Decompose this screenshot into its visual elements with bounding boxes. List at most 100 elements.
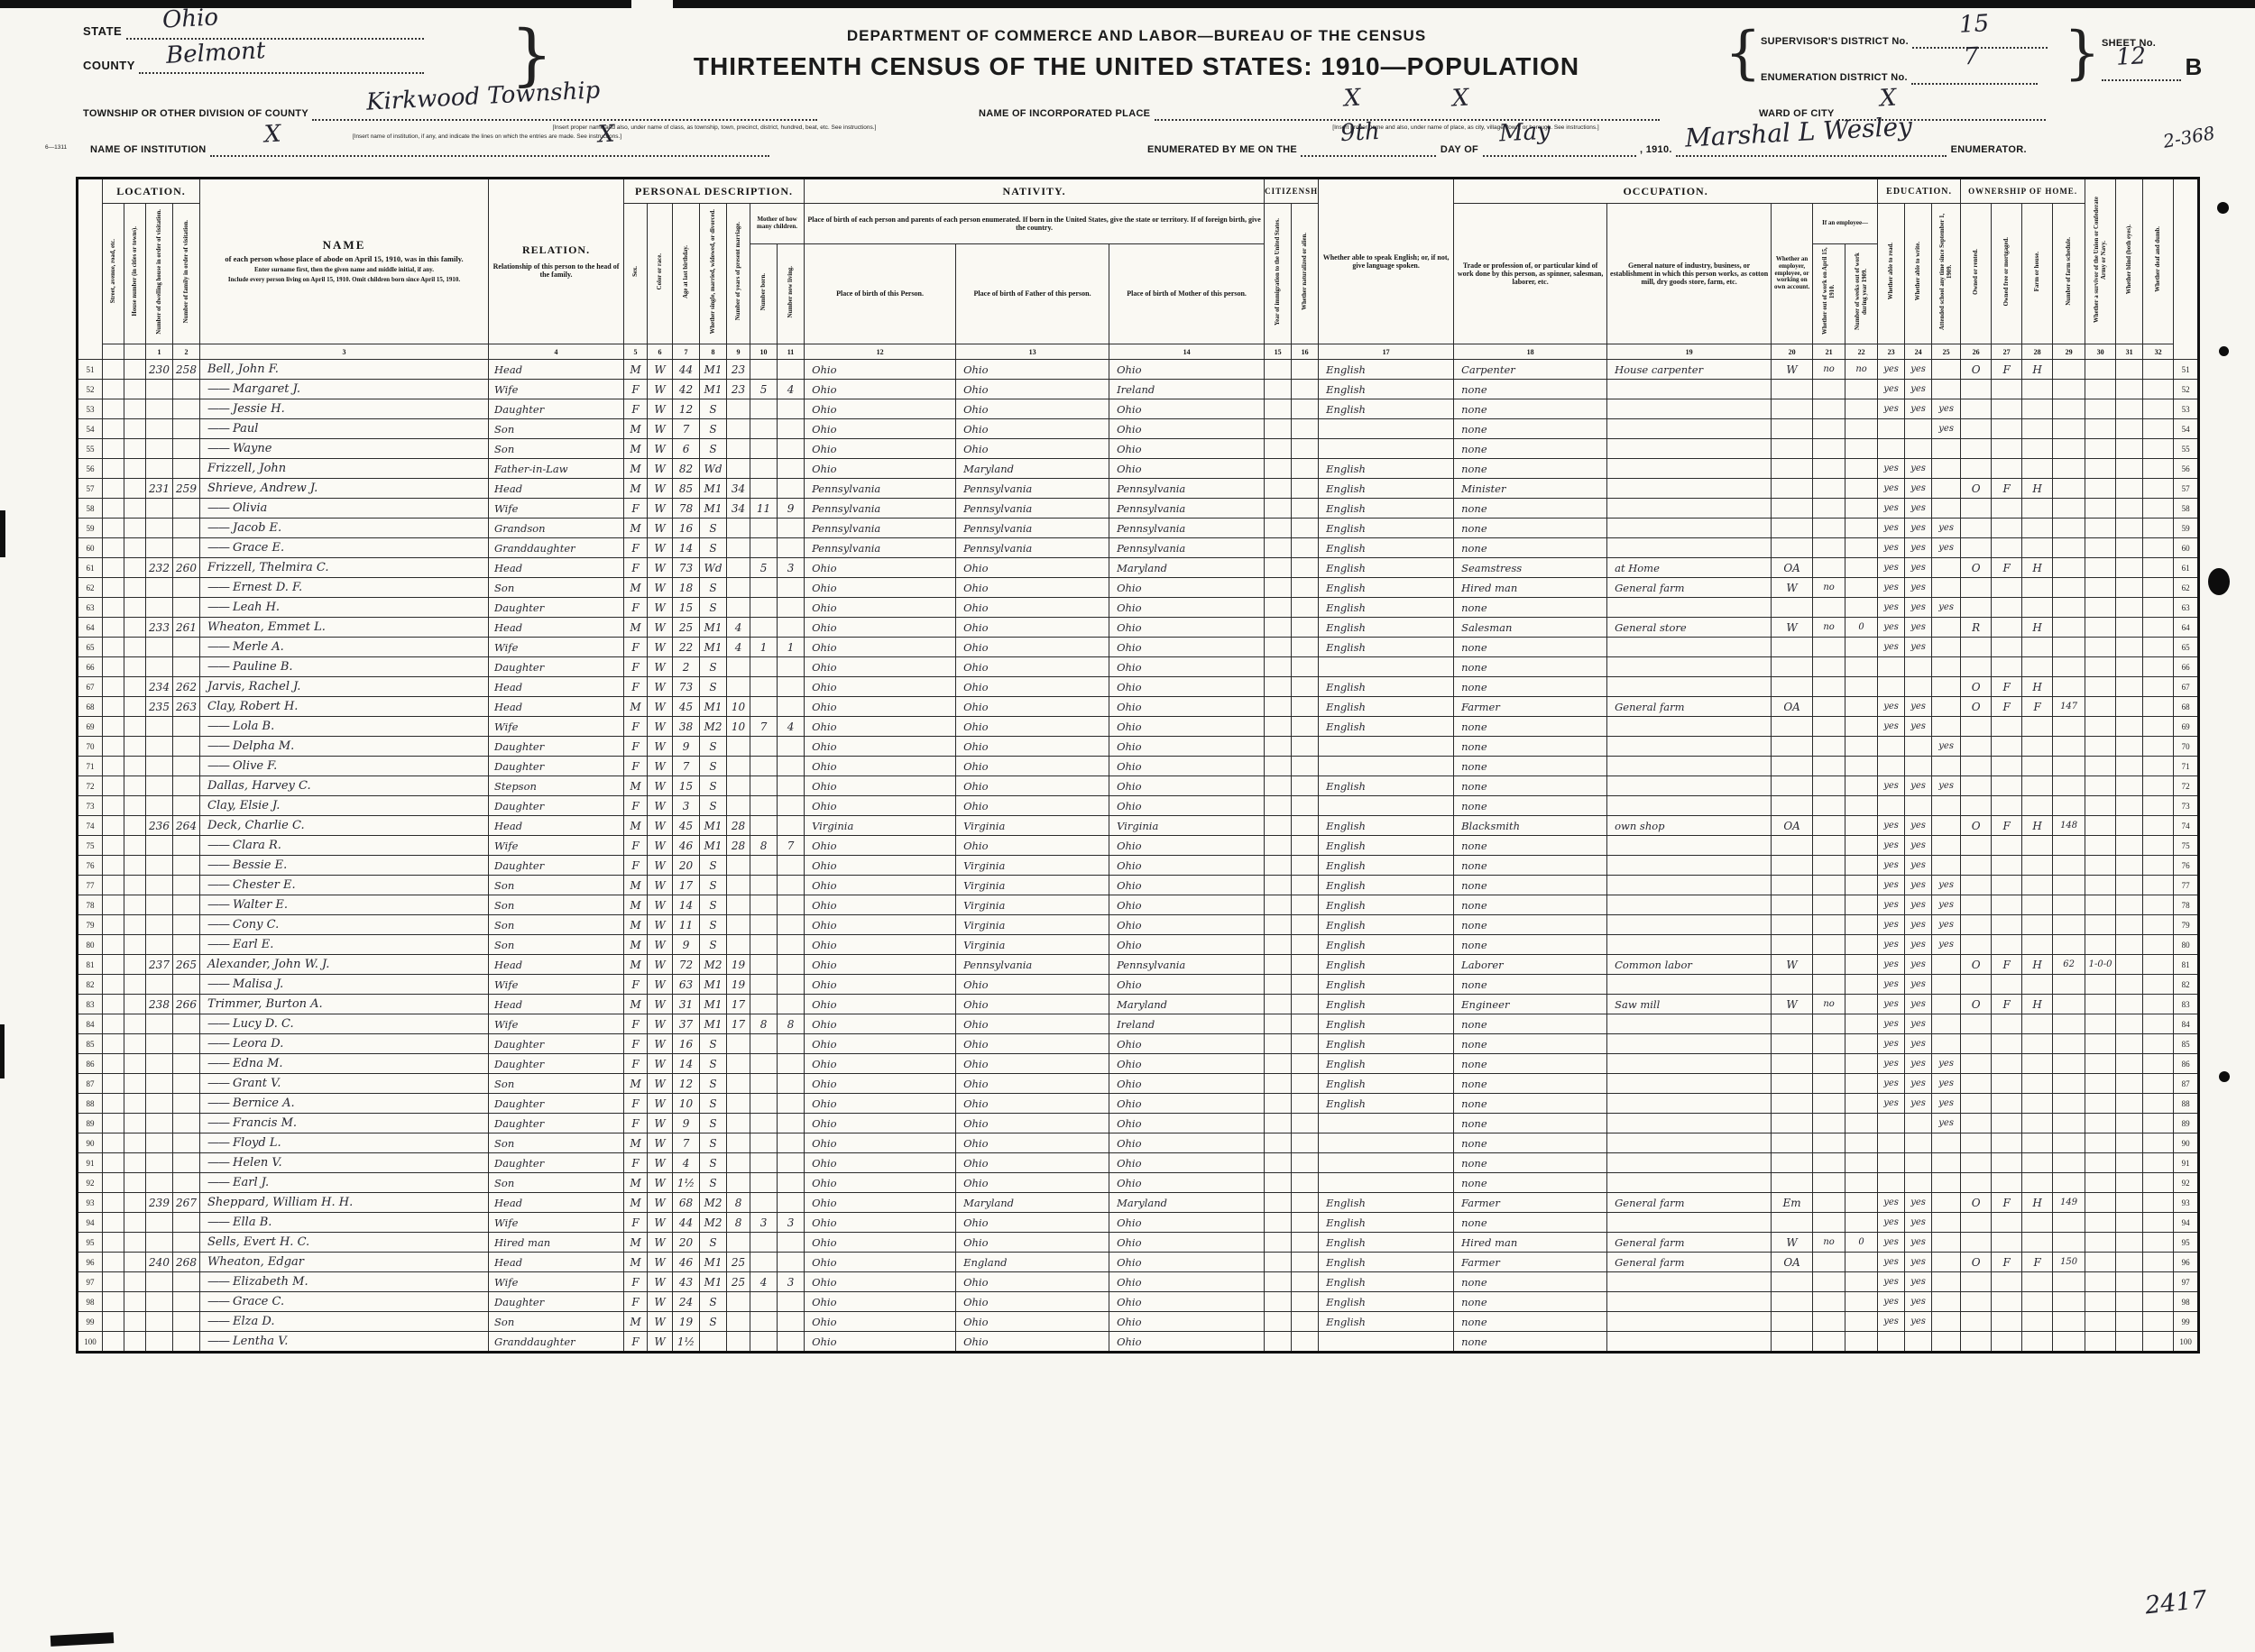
- weeks-out-cell: [1845, 1113, 1879, 1133]
- family-number-cell: [171, 1232, 201, 1253]
- line-number: 83: [77, 994, 103, 1014]
- english-cell: English: [1318, 637, 1455, 657]
- children-born-cell: [750, 1093, 778, 1114]
- out-of-work-cell: [1812, 1271, 1846, 1292]
- industry-cell: [1606, 656, 1772, 677]
- pob-mother-cell: Ohio: [1109, 617, 1266, 638]
- english-cell: English: [1318, 577, 1455, 598]
- veteran-cell: [2085, 399, 2117, 419]
- naturalized-cell: [1291, 1133, 1320, 1153]
- line-number: 94: [77, 1212, 103, 1233]
- employer-cell: [1771, 1014, 1814, 1034]
- marital-cell: M1: [699, 994, 728, 1014]
- street-cell: [102, 1252, 124, 1272]
- pob-mother-cell: Ireland: [1109, 1014, 1266, 1034]
- veteran-cell: [2085, 934, 2117, 955]
- pob-mother-cell: Ohio: [1109, 458, 1266, 479]
- naturalized-cell: [1291, 954, 1320, 975]
- pob-mother-cell: Ohio: [1109, 1093, 1266, 1114]
- family-number-cell: [171, 1271, 201, 1292]
- color-cell: W: [647, 895, 674, 915]
- school-cell: [1931, 1014, 1962, 1034]
- out-of-work-cell: [1812, 974, 1846, 995]
- deaf-cell: [2142, 1093, 2175, 1114]
- employer-cell: W: [1771, 1232, 1814, 1253]
- col-pob-mother-header: Place of birth of Mother of this person.: [1109, 243, 1266, 345]
- relation-cell: Daughter: [488, 736, 625, 757]
- weeks-out-cell: [1845, 379, 1879, 399]
- trade-cell: none: [1453, 1331, 1608, 1353]
- dwelling-number-cell: 240: [145, 1252, 173, 1272]
- farm-num-cell: [2052, 637, 2086, 657]
- read-cell: yes: [1877, 716, 1906, 737]
- line-number: 59: [77, 518, 103, 538]
- employer-cell: [1771, 1113, 1814, 1133]
- pob-mother-cell: Ohio: [1109, 597, 1266, 618]
- color-cell: W: [647, 716, 674, 737]
- color-cell: W: [647, 795, 674, 816]
- blind-cell: [2115, 1192, 2144, 1213]
- marital-cell: S: [699, 776, 728, 796]
- out-of-work-cell: [1812, 835, 1846, 856]
- children-born-cell: [750, 1172, 778, 1193]
- read-cell: yes: [1877, 1311, 1906, 1332]
- children-living-cell: [777, 795, 805, 816]
- weeks-out-cell: [1845, 895, 1879, 915]
- col-weeks-out-header: Number of weeks out of work during year …: [1845, 243, 1879, 345]
- dwelling-number-cell: [145, 895, 173, 915]
- deaf-cell: [2142, 1014, 2175, 1034]
- township-note: [Insert proper name and also, under name…: [552, 124, 877, 131]
- years-married-label: Number of years of present marriage.: [734, 222, 741, 321]
- farm-num-cell: [2052, 875, 2086, 895]
- color-cell: W: [647, 1014, 674, 1034]
- blind-cell: [2115, 1291, 2144, 1312]
- employer-cell: [1771, 1291, 1814, 1312]
- farm-num-cell: [2052, 914, 2086, 935]
- line-number: 93: [2173, 1192, 2200, 1213]
- owned-cell: [1960, 1033, 1993, 1054]
- department-line: DEPARTMENT OF COMMERCE AND LABOR—BUREAU …: [846, 27, 1427, 44]
- pob-mother-cell: Ohio: [1109, 696, 1266, 717]
- pob-mother-cell: Ohio: [1109, 1212, 1266, 1233]
- color-cell: W: [647, 1053, 674, 1074]
- write-cell: yes: [1904, 537, 1933, 558]
- table-row: 52Margaret J.WifeFW42M12354OhioOhioIrela…: [77, 379, 2200, 399]
- relation-cell: Son: [488, 934, 625, 955]
- street-cell: [102, 736, 124, 757]
- veteran-cell: [2085, 1073, 2117, 1094]
- farm-house-cell: H: [2021, 815, 2054, 836]
- pob-father-cell: Ohio: [955, 776, 1110, 796]
- owned-cell: R: [1960, 617, 1993, 638]
- age-cell: 12: [672, 399, 701, 419]
- farm-house-cell: [2021, 1291, 2054, 1312]
- employer-cell: [1771, 756, 1814, 776]
- years-married-cell: [726, 1152, 751, 1173]
- employer-cell: W: [1771, 954, 1814, 975]
- group-relation: RELATION. Relationship of this person to…: [488, 178, 625, 344]
- street-cell: [102, 855, 124, 876]
- blind-cell: [2115, 994, 2144, 1014]
- years-married-cell: [726, 875, 751, 895]
- sex-label: Sex.: [631, 266, 639, 277]
- group-personal: PERSONAL DESCRIPTION.: [623, 178, 805, 204]
- trade-cell: none: [1453, 399, 1608, 419]
- marital-cell: M2: [699, 716, 728, 737]
- pob-mother-cell: Ohio: [1109, 1133, 1266, 1153]
- blind-cell: [2115, 1033, 2144, 1054]
- weeks-out-cell: [1845, 1311, 1879, 1332]
- children-born-cell: [750, 954, 778, 975]
- read-cell: yes: [1877, 934, 1906, 955]
- pob-mother-cell: Ohio: [1109, 1152, 1266, 1173]
- free-cell: [1991, 736, 2023, 757]
- veteran-cell: [2085, 815, 2117, 836]
- owned-cell: [1960, 438, 1993, 459]
- farm-house-cell: H: [2021, 994, 2054, 1014]
- farm-house-cell: [2021, 1232, 2054, 1253]
- veteran-cell: [2085, 537, 2117, 558]
- column-number: 7: [672, 344, 701, 360]
- age-cell: 37: [672, 1014, 701, 1034]
- years-married-cell: [726, 438, 751, 459]
- write-cell: yes: [1904, 1212, 1933, 1233]
- weeks-out-label: Number of weeks out of work during year …: [1854, 252, 1868, 331]
- deaf-cell: [2142, 1252, 2175, 1272]
